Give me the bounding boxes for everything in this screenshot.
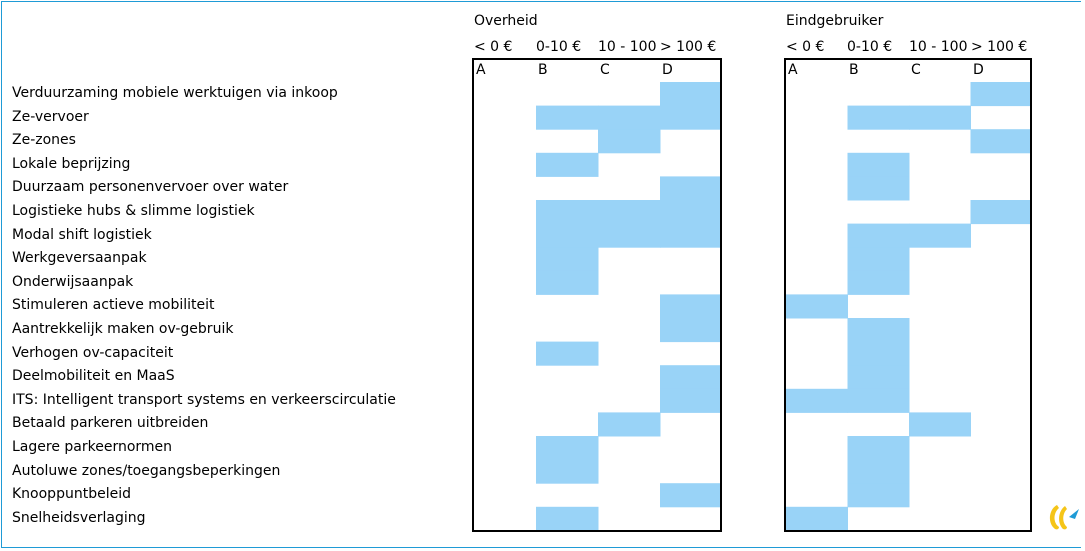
heatmap-cell (847, 318, 910, 343)
heatmap-cell (598, 129, 661, 154)
col-range-c-eindgebruiker: 10 - 100 (909, 39, 968, 55)
heatmap-cell (847, 247, 910, 272)
heatmap-cell (536, 270, 599, 295)
row-label: Modal shift logistiek (12, 226, 152, 243)
heatmap-cell (598, 412, 661, 437)
heatmap-cell (786, 294, 848, 319)
heatmap-cell (536, 436, 599, 461)
heatmap-cell (847, 152, 910, 177)
heatmap-cell (847, 341, 910, 366)
row-label: Ze-zones (12, 132, 76, 149)
row-label: Verduurzaming mobiele werktuigen via ink… (12, 85, 338, 101)
col-letter-b-overheid: B (538, 62, 548, 78)
col-range-b-overheid: 0-10 € (536, 39, 582, 55)
row-label: Snelheidsverlaging (12, 509, 146, 526)
row-label: Verhogen ov-capaciteit (12, 344, 174, 361)
heatmap-cell (847, 176, 910, 201)
row-label: Ze-vervoer (12, 108, 89, 125)
heatmap-cell (847, 459, 910, 484)
panel-eindgebruiker: A B C D (784, 58, 1032, 532)
heatmap-eindgebruiker (786, 82, 1030, 530)
row-label: Knooppuntbeleid (12, 486, 131, 503)
row-label: Lagere parkeernormen (12, 439, 173, 455)
heatmap-cell (536, 105, 599, 130)
heatmap-cell (598, 223, 661, 248)
col-letter-b-eindgebruiker: B (849, 62, 859, 78)
heatmap-cell (536, 506, 599, 530)
col-range-c-overheid: 10 - 100 (598, 39, 657, 55)
row-label: Onderwijsaanpak (12, 273, 134, 290)
heatmap-cell (847, 483, 910, 508)
panel-overheid: A B C D (472, 58, 722, 532)
row-label: Logistieke hubs & slimme logistiek (12, 203, 255, 219)
heatmap-overheid (536, 82, 720, 530)
heatmap-cell (660, 294, 720, 319)
heatmap-cell (970, 200, 1030, 225)
logo-icon (1049, 505, 1079, 530)
heatmap-cell (847, 270, 910, 295)
col-letter-a-overheid: A (476, 62, 486, 78)
heatmap-cell (847, 365, 910, 390)
heatmap-cell (660, 388, 720, 413)
heatmap-cell (786, 506, 848, 530)
row-label: Betaald parkeren uitbreiden (12, 415, 209, 432)
row-label: ITS: Intelligent transport systems en ve… (12, 391, 396, 408)
heatmap-cell (598, 105, 661, 130)
col-range-a-overheid: < 0 € (474, 39, 513, 55)
heatmap-cell (847, 388, 910, 413)
heatmap-cell (660, 318, 720, 343)
heatmap-cell (970, 129, 1030, 154)
heatmap-cell (847, 223, 910, 248)
heatmap-cell (847, 105, 910, 130)
col-range-d-overheid: > 100 € (660, 39, 717, 55)
col-letter-a-eindgebruiker: A (788, 62, 798, 78)
heatmap-cell (660, 365, 720, 390)
row-label: Werkgeversaanpak (12, 250, 147, 267)
col-range-d-eindgebruiker: > 100 € (971, 39, 1028, 55)
heatmap-cell (536, 459, 599, 484)
panel-title-overheid: Overheid (474, 13, 538, 29)
heatmap-cell (536, 200, 599, 225)
col-letter-d-eindgebruiker: D (973, 62, 984, 78)
row-label: Aantrekkelijk maken ov-gebruik (12, 321, 234, 337)
heatmap-cell (660, 200, 720, 225)
col-range-a-eindgebruiker: < 0 € (786, 39, 825, 55)
heatmap-cell (909, 223, 971, 248)
row-label: Lokale beprijzing (12, 155, 131, 172)
heatmap-cell (970, 82, 1030, 107)
heatmap-cell (536, 223, 599, 248)
heatmap-cell (536, 341, 599, 366)
row-label: Duurzaam personenvervoer over water (12, 179, 289, 196)
heatmap-cell (847, 436, 910, 461)
heatmap-cell (660, 105, 720, 130)
heatmap-cell (786, 388, 848, 413)
row-label: Autoluwe zones/toegangsbeperkingen (12, 462, 281, 479)
heatmap-cell (660, 82, 720, 107)
panel-title-eindgebruiker: Eindgebruiker (786, 13, 884, 29)
col-letter-d-overheid: D (662, 62, 673, 78)
row-label: Stimuleren actieve mobiliteit (12, 297, 215, 314)
col-range-b-eindgebruiker: 0-10 € (847, 39, 893, 55)
heatmap-cell (909, 412, 971, 437)
heatmap-cell (598, 200, 661, 225)
heatmap-cell (660, 223, 720, 248)
heatmap-cell (536, 152, 599, 177)
col-letter-c-eindgebruiker: C (911, 62, 921, 78)
row-label: Deelmobiliteit en MaaS (12, 368, 175, 385)
heatmap-cell (660, 483, 720, 508)
heatmap-cell (660, 176, 720, 201)
heatmap-cell (909, 105, 971, 130)
heatmap-cell (536, 247, 599, 272)
col-letter-c-overheid: C (600, 62, 610, 78)
